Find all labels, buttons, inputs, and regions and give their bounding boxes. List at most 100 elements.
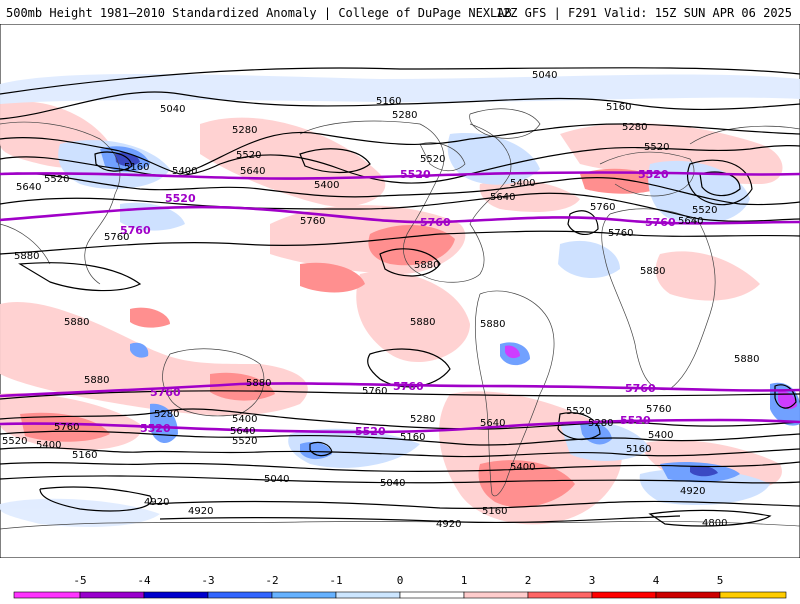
colorbar-tick-label: 4 — [653, 574, 660, 587]
label-5400-1: 5400 — [172, 166, 197, 177]
colorbar-segment — [79, 591, 145, 599]
purple-label-5760-1: 5760 — [120, 224, 151, 237]
label-5520-5: 5520 — [692, 205, 717, 216]
label-5880-8: 5880 — [84, 375, 109, 386]
label-5760-5: 5760 — [54, 422, 79, 433]
label-5640-6: 5640 — [480, 418, 505, 429]
label-5760-7: 5760 — [646, 404, 671, 415]
label-5280-6: 5280 — [154, 409, 179, 420]
label-5760-3: 5760 — [104, 232, 129, 243]
colorbar-segment — [335, 591, 401, 599]
colorbar-segment — [719, 591, 787, 599]
colorbar-tick-label: 1 — [461, 574, 468, 587]
anomaly-map: 5520 5520 5520 5760 5760 5760 5760 5760 … — [0, 24, 800, 558]
colorbar-tick-label: -1 — [329, 574, 342, 587]
colorbar-segment — [399, 591, 465, 599]
label-5760-6: 5760 — [362, 386, 387, 397]
colorbar-segment — [13, 591, 81, 599]
label-5400-6: 5400 — [648, 430, 673, 441]
label-4920-3: 4920 — [436, 519, 461, 530]
colorbar-segment — [143, 591, 209, 599]
label-5760-2: 5760 — [590, 202, 615, 213]
label-5280-2: 5280 — [232, 125, 257, 136]
label-5880-3: 5880 — [640, 266, 665, 277]
colorbar-segment — [463, 591, 529, 599]
label-4920-2: 4920 — [188, 506, 213, 517]
colorbar-tick-label: 2 — [525, 574, 532, 587]
colorbar-tick-label: -3 — [201, 574, 214, 587]
header: 500mb Height 1981–2010 Standardized Anom… — [0, 0, 800, 24]
purple-label-5520-4: 5520 — [140, 422, 171, 435]
label-5280-3: 5280 — [622, 122, 647, 133]
colorbar-tick-label: 0 — [397, 574, 404, 587]
colorbar: -5 -4 -3 -2 -1 0 1 2 3 4 5 — [0, 570, 800, 600]
colorbar-segment — [271, 591, 337, 599]
label-5520-7: 5520 — [232, 436, 257, 447]
label-5160-3: 5160 — [124, 162, 149, 173]
label-5160-5: 5160 — [400, 432, 425, 443]
black-contour-labels: 5040 5040 5160 5160 5160 5280 5280 5280 … — [2, 70, 759, 530]
label-5520-6: 5520 — [2, 436, 27, 447]
label-5160-6: 5160 — [626, 444, 651, 455]
label-5880-6: 5880 — [480, 319, 505, 330]
purple-label-5760-5: 5760 — [393, 380, 424, 393]
label-5640-2: 5640 — [490, 192, 515, 203]
label-5040-3: 5040 — [264, 474, 289, 485]
label-5640-5: 5640 — [230, 426, 255, 437]
colorbar-segments: -5 -4 -3 -2 -1 0 1 2 3 4 5 — [13, 574, 787, 599]
label-4920-4: 4920 — [680, 486, 705, 497]
colorbar-segment — [655, 591, 721, 599]
label-5040-1: 5040 — [532, 70, 557, 81]
label-5640-4: 5640 — [16, 182, 41, 193]
label-5760-4: 5760 — [608, 228, 633, 239]
label-5280-5: 5280 — [588, 418, 613, 429]
colorbar-tick-label: 3 — [589, 574, 596, 587]
label-5760-1: 5760 — [300, 216, 325, 227]
colorbar-tick-label: -2 — [265, 574, 278, 587]
label-5400-7: 5400 — [510, 462, 535, 473]
label-4800-1: 4800 — [702, 518, 727, 529]
label-5160-1: 5160 — [376, 96, 401, 107]
label-5520-1: 5520 — [236, 150, 261, 161]
label-5400-5: 5400 — [232, 414, 257, 425]
label-5520-2: 5520 — [420, 154, 445, 165]
label-5040-4: 5040 — [380, 478, 405, 489]
purple-contour-labels: 5520 5520 5520 5760 5760 5760 5760 5760 … — [120, 168, 676, 438]
label-5640-3: 5640 — [678, 216, 703, 227]
label-5880-1: 5880 — [14, 251, 39, 262]
label-5400-3: 5400 — [510, 178, 535, 189]
colorbar-tick-label: -4 — [137, 574, 151, 587]
label-5880-5: 5880 — [410, 317, 435, 328]
label-5880-2: 5880 — [414, 260, 439, 271]
colorbar-segment — [591, 591, 657, 599]
colorbar-segment — [207, 591, 273, 599]
model-run-info: 12Z GFS | F291 Valid: 15Z SUN APR 06 202… — [495, 6, 792, 20]
colorbar-tick-label: -5 — [73, 574, 86, 587]
purple-label-5520-5: 5520 — [355, 425, 386, 438]
colorbar-graphic: -5 -4 -3 -2 -1 0 1 2 3 4 5 — [13, 574, 787, 599]
purple-label-5760-4: 5760 — [150, 386, 181, 399]
purple-label-5760-3: 5760 — [645, 216, 676, 229]
label-5160-7: 5160 — [482, 506, 507, 517]
purple-label-5520-2: 5520 — [638, 168, 669, 181]
purple-contours — [0, 171, 800, 434]
map-canvas: 5520 5520 5520 5760 5760 5760 5760 5760 … — [0, 24, 800, 558]
label-5880-9: 5880 — [246, 378, 271, 389]
label-5040-2: 5040 — [160, 104, 185, 115]
purple-label-5520-6: 5520 — [620, 414, 651, 427]
height-contours — [0, 67, 800, 527]
label-5520-8: 5520 — [566, 406, 591, 417]
label-5640-1: 5640 — [240, 166, 265, 177]
purple-label-5520-3: 5520 — [165, 192, 196, 205]
label-5400-2: 5400 — [314, 180, 339, 191]
label-5160-4: 5160 — [72, 450, 97, 461]
map-title: 500mb Height 1981–2010 Standardized Anom… — [6, 6, 512, 20]
label-5280-1: 5280 — [392, 110, 417, 121]
label-5520-3: 5520 — [644, 142, 669, 153]
label-5880-7: 5880 — [734, 354, 759, 365]
label-5160-2: 5160 — [606, 102, 631, 113]
colorbar-segment — [527, 591, 593, 599]
purple-label-5760-2: 5760 — [420, 216, 451, 229]
purple-label-5520-1: 5520 — [400, 168, 431, 181]
label-4920-1: 4920 — [144, 497, 169, 508]
